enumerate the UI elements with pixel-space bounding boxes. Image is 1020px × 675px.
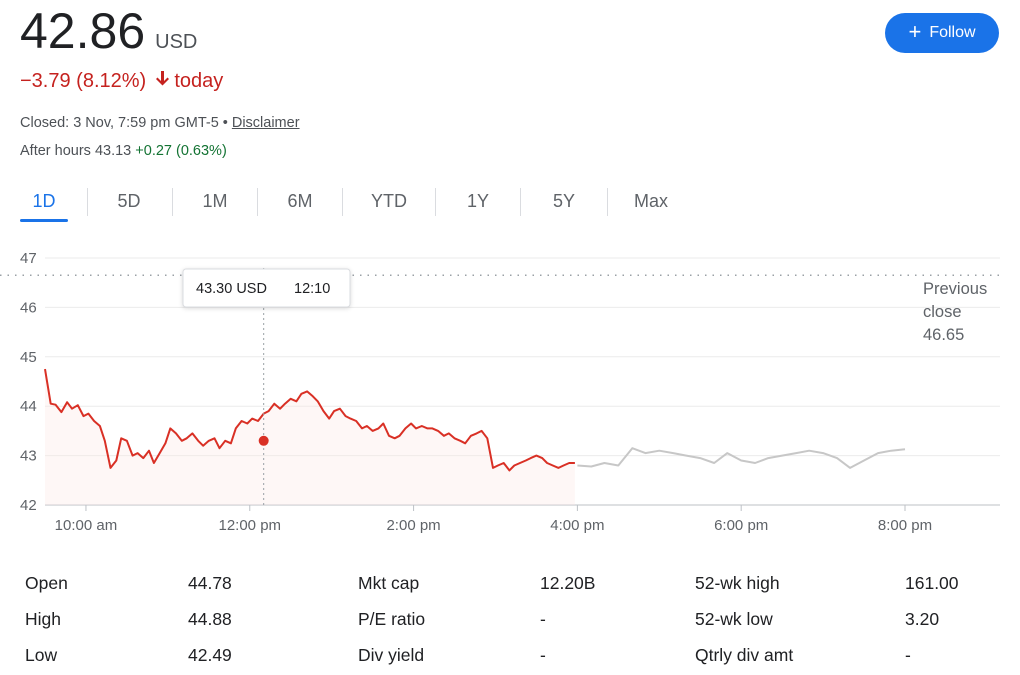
previous-close-label: close	[923, 303, 962, 321]
x-tick-label: 8:00 pm	[878, 517, 932, 534]
after-hours-line	[577, 447, 906, 469]
plus-icon: +	[908, 19, 922, 44]
tooltip-box	[182, 268, 351, 308]
y-tick-label: 42	[20, 497, 37, 514]
previous-close-value: 46.65	[923, 326, 964, 344]
x-tick-label: 12:00 pm	[218, 517, 281, 534]
follow-label: Follow	[929, 24, 976, 41]
tab-6m[interactable]: 6M	[287, 191, 313, 211]
stat-label-qtrly-div: Qtrly div amt	[695, 645, 794, 665]
stat-value-52wk-low: 3.20	[905, 609, 940, 629]
stat-label-52wk-high: 52-wk high	[695, 573, 780, 593]
x-tick-label: 4:00 pm	[550, 517, 604, 534]
regular-session-line	[44, 368, 575, 472]
currency-label: USD	[155, 31, 198, 53]
closed-time: Closed: 3 Nov, 7:59 pm GMT-5	[20, 115, 219, 131]
stat-label-pe-ratio: P/E ratio	[358, 609, 426, 629]
tab-ytd[interactable]: YTD	[371, 191, 407, 211]
x-tick-label: 10:00 am	[55, 517, 118, 534]
after-hours-change: +0.27 (0.63%)	[135, 143, 227, 159]
tab-divider	[342, 188, 343, 216]
change-suffix: today	[174, 70, 224, 92]
price-change: −3.79 (8.12%) today	[20, 70, 223, 93]
tooltip-price: 43.30 USD	[196, 281, 267, 297]
tab-divider	[257, 188, 258, 216]
change-value: −3.79 (8.12%)	[20, 70, 147, 92]
tab-1d[interactable]: 1D	[20, 180, 68, 224]
price-block: 42.86 USD	[20, 2, 197, 60]
stat-label-high: High	[25, 609, 61, 629]
stat-label-div-yield: Div yield	[358, 645, 425, 665]
tab-divider	[520, 188, 521, 216]
tab-divider	[607, 188, 608, 216]
current-price: 42.86	[20, 3, 146, 59]
stat-value-pe-ratio: -	[540, 609, 546, 629]
stat-label-mkt-cap: Mkt cap	[358, 573, 420, 593]
stat-value-div-yield: -	[540, 645, 546, 665]
stat-value-high: 44.88	[188, 609, 232, 629]
y-tick-label: 43	[20, 448, 37, 465]
stat-label-52wk-low: 52-wk low	[695, 609, 773, 629]
y-tick-label: 47	[20, 250, 37, 267]
tab-max[interactable]: Max	[633, 191, 668, 211]
stat-label-low: Low	[25, 645, 58, 665]
after-hours-price: After hours 43.13	[20, 143, 132, 159]
stat-row: Open 44.78 Mkt cap 12.20B 52-wk high 161…	[0, 573, 1020, 603]
previous-close-label: Previous	[923, 280, 987, 298]
tab-1m[interactable]: 1M	[202, 191, 228, 211]
disclaimer-link[interactable]: Disclaimer	[231, 115, 300, 131]
tab-5y[interactable]: 5Y	[552, 191, 576, 211]
tab-divider	[435, 188, 436, 216]
price-chart[interactable]: 42 43 44 45 46 47 10:00 am 12:00 pm 2:00 pm 4:00 …	[0, 240, 1020, 540]
range-tabs: 1D 5D 1M 6M YTD 1Y 5Y Max	[0, 180, 700, 224]
tooltip-time: 12:10	[294, 281, 330, 297]
x-tick-label: 6:00 pm	[714, 517, 768, 534]
tab-1y[interactable]: 1Y	[466, 191, 490, 211]
stat-label-open: Open	[25, 573, 68, 593]
arrow-down-icon	[155, 70, 169, 93]
stat-value-mkt-cap: 12.20B	[540, 573, 596, 593]
stat-value-open: 44.78	[188, 573, 232, 593]
stat-value-low: 42.49	[188, 645, 232, 665]
tab-divider	[87, 188, 88, 216]
stat-row: High 44.88 P/E ratio - 52-wk low 3.20	[0, 609, 1020, 639]
regular-area-fill	[45, 369, 575, 505]
stat-row: Low 42.49 Div yield - Qtrly div amt -	[0, 645, 1020, 675]
stat-value-qtrly-div: -	[905, 645, 911, 665]
follow-button[interactable]: + Follow	[885, 13, 999, 53]
stat-value-52wk-high: 161.00	[905, 573, 959, 593]
hover-point	[258, 435, 269, 446]
market-status: Closed: 3 Nov, 7:59 pm GMT-5 • Disclaimer	[20, 115, 300, 131]
after-hours-info: After hours 43.13 +0.27 (0.63%)	[20, 143, 227, 159]
y-tick-label: 44	[20, 398, 37, 415]
y-tick-label: 46	[20, 299, 37, 316]
y-tick-label: 45	[20, 349, 37, 366]
separator: •	[222, 115, 228, 131]
x-tick-label: 2:00 pm	[386, 517, 440, 534]
tab-5d[interactable]: 5D	[117, 191, 141, 211]
tab-divider	[172, 188, 173, 216]
